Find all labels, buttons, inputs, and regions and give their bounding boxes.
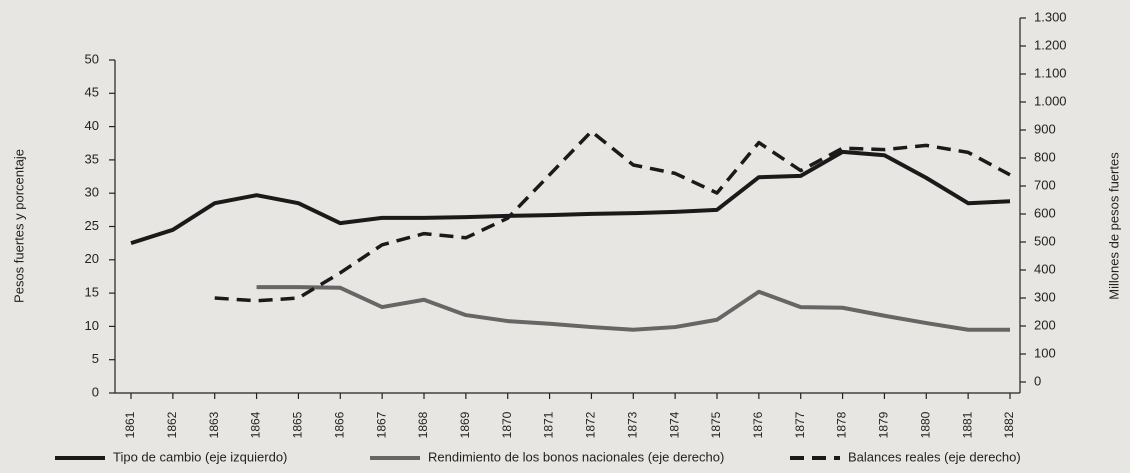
y2-tick-label: 900 xyxy=(1034,121,1056,136)
x-tick-label: 1882 xyxy=(1002,411,1016,438)
x-tick-label: 1875 xyxy=(709,411,723,438)
y2-tick-label: 400 xyxy=(1034,261,1056,276)
y2-tick-label: 1.300 xyxy=(1034,9,1067,24)
y-tick-label: 30 xyxy=(85,185,99,200)
y-tick-label: 20 xyxy=(85,251,99,266)
x-tick-label: 1861 xyxy=(123,411,137,438)
y2-tick-label: 1.200 xyxy=(1034,37,1067,52)
y2-tick-label: 800 xyxy=(1034,149,1056,164)
y-axis-label: Pesos fuertes y porcentaje xyxy=(11,149,26,303)
legend-label: Tipo de cambio (eje izquierdo) xyxy=(113,449,287,464)
legend-label: Rendimiento de los bonos nacionales (eje… xyxy=(428,449,724,464)
y2-tick-label: 500 xyxy=(1034,233,1056,248)
y2-tick-label: 600 xyxy=(1034,205,1056,220)
y2-tick-label: 700 xyxy=(1034,177,1056,192)
y-tick-label: 45 xyxy=(85,85,99,100)
y-tick-label: 50 xyxy=(85,51,99,66)
series-line xyxy=(130,149,1011,246)
y2-tick-label: 1.000 xyxy=(1034,93,1067,108)
x-tick-label: 1869 xyxy=(458,411,472,438)
x-tick-label: 1878 xyxy=(835,411,849,438)
x-tick-label: 1871 xyxy=(542,411,556,438)
x-tick-label: 1872 xyxy=(584,411,598,438)
x-tick-label: 1880 xyxy=(918,411,932,438)
y-tick-label: 15 xyxy=(85,285,99,300)
x-tick-label: 1866 xyxy=(332,411,346,438)
y2-tick-label: 100 xyxy=(1034,345,1056,360)
x-tick-label: 1867 xyxy=(374,411,388,438)
x-tick-label: 1862 xyxy=(165,411,179,438)
y2-tick-label: 0 xyxy=(1034,373,1041,388)
x-tick-label: 1874 xyxy=(667,411,681,438)
legend-label: Balances reales (eje derecho) xyxy=(848,449,1021,464)
y-tick-label: 40 xyxy=(85,118,99,133)
y-tick-label: 5 xyxy=(92,351,99,366)
x-tick-label: 1865 xyxy=(291,411,305,438)
y2-tick-label: 1.100 xyxy=(1034,65,1067,80)
x-tick-label: 1863 xyxy=(207,411,221,438)
x-tick-label: 1876 xyxy=(751,411,765,438)
y2-tick-label: 300 xyxy=(1034,289,1056,304)
series-line xyxy=(256,285,1010,332)
y-tick-label: 35 xyxy=(85,151,99,166)
x-tick-label: 1879 xyxy=(877,411,891,438)
x-tick-label: 1868 xyxy=(416,411,430,438)
x-tick-label: 1881 xyxy=(960,411,974,438)
y2-tick-label: 200 xyxy=(1034,317,1056,332)
x-tick-label: 1877 xyxy=(793,411,807,438)
series-line xyxy=(214,129,1011,303)
y2-axis-label: Millones de pesos fuertes xyxy=(1106,152,1121,300)
x-tick-label: 1864 xyxy=(249,411,263,438)
y-tick-label: 0 xyxy=(92,384,99,399)
x-tick-label: 1870 xyxy=(500,411,514,438)
y-tick-label: 10 xyxy=(85,318,99,333)
y-tick-label: 25 xyxy=(85,218,99,233)
x-tick-label: 1873 xyxy=(625,411,639,438)
